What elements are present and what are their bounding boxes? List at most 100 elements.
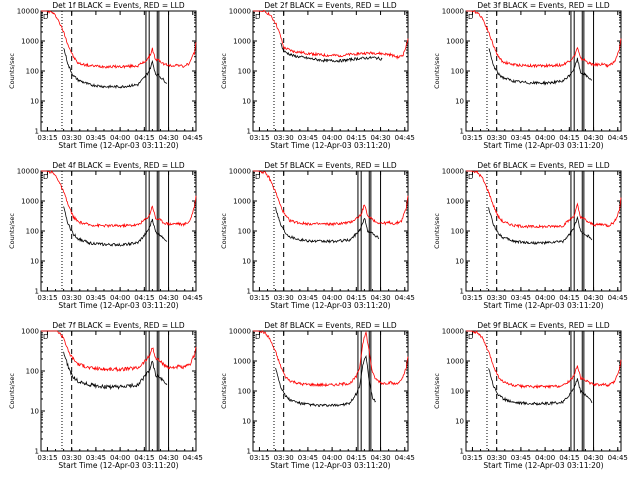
y-tick-label: 1 [460, 288, 464, 296]
y-tick-label: 1000 [21, 38, 39, 46]
x-tick-label: 04:45 [395, 134, 415, 142]
x-tick-label: 03:15 [462, 294, 482, 302]
x-tick-label: 04:45 [608, 454, 628, 462]
panel-title: Det 2f BLACK = Events, RED = LLD [264, 1, 397, 10]
panel-det-4f: Det 4f BLACK = Events, RED = LLD 1 10 100 10… [8, 161, 203, 310]
y-tick-label: 10 [30, 98, 39, 106]
x-tick-label: 04:00 [535, 294, 555, 302]
x-tick-label: 03:30 [487, 134, 507, 142]
panel-det-8f: Det 8f BLACK = Events, RED = LLD 1 10 100 10… [220, 321, 415, 470]
panel-corner-tag: D [43, 333, 48, 341]
x-tick-label: 04:30 [370, 454, 390, 462]
x-tick-label: 03:45 [511, 134, 531, 142]
y-tick-label: 10000 [229, 328, 251, 336]
panel-det-9f: Det 9f BLACK = Events, RED = LLD 1 10 100 10… [433, 321, 628, 470]
y-tick-label: 1000 [233, 198, 251, 206]
x-tick-label: 04:30 [158, 294, 178, 302]
panel-corner-tag: D [255, 13, 260, 21]
x-tick-label: 03:45 [298, 294, 318, 302]
events-series-line [488, 207, 593, 246]
x-axis-label: Start Time (12-Apr-03 03:11:20) [483, 141, 603, 150]
x-tick-label: 04:45 [395, 294, 415, 302]
events-series-line [63, 206, 168, 247]
x-axis-label: Start Time (12-Apr-03 03:11:20) [58, 301, 178, 310]
y-tick-label: 1 [460, 448, 464, 456]
lld-series-line [253, 330, 409, 388]
y-axis-label: Counts/sec [433, 53, 441, 89]
lld-series-line [466, 10, 622, 69]
panel-corner-tag: D [255, 173, 260, 181]
x-tick-label: 04:00 [535, 134, 555, 142]
y-tick-label: 100 [238, 388, 251, 396]
x-tick-label: 04:00 [110, 134, 130, 142]
events-series-line [63, 351, 168, 391]
x-tick-label: 04:15 [346, 294, 366, 302]
x-tick-label: 03:30 [274, 294, 294, 302]
x-tick-label: 04:30 [158, 454, 178, 462]
x-axis-label: Start Time (12-Apr-03 03:11:20) [483, 301, 603, 310]
x-tick-label: 03:30 [487, 454, 507, 462]
y-tick-label: 1000 [233, 358, 251, 366]
y-tick-label: 1 [35, 448, 39, 456]
y-tick-label: 100 [451, 68, 464, 76]
panel-title: Det 6f BLACK = Events, RED = LLD [477, 161, 610, 170]
y-tick-label: 1 [247, 128, 251, 136]
y-tick-label: 10 [242, 98, 251, 106]
x-tick-label: 04:45 [183, 294, 203, 302]
plot-frame [40, 10, 197, 132]
events-series-line [488, 48, 592, 86]
y-tick-label: 1 [247, 448, 251, 456]
panel-title: Det 8f BLACK = Events, RED = LLD [264, 321, 397, 330]
events-series-line [275, 206, 380, 244]
panel-title: Det 7f BLACK = Events, RED = LLD [52, 321, 185, 330]
x-tick-label: 03:15 [37, 294, 57, 302]
x-tick-label: 04:30 [583, 454, 603, 462]
x-tick-label: 04:00 [110, 294, 130, 302]
y-axis-label: Counts/sec [8, 53, 16, 89]
plot-frame [40, 330, 197, 452]
y-tick-label: 1 [247, 288, 251, 296]
x-axis-label: Start Time (12-Apr-03 03:11:20) [270, 301, 390, 310]
y-tick-label: 10000 [229, 8, 251, 16]
y-tick-label: 10 [455, 98, 464, 106]
panel-title: Det 1f BLACK = Events, RED = LLD [52, 1, 185, 10]
events-series-line [63, 47, 168, 90]
lld-series-line [41, 170, 197, 229]
x-tick-label: 04:00 [322, 294, 342, 302]
x-tick-label: 03:15 [462, 134, 482, 142]
panel-det-2f: Det 2f BLACK = Events, RED = LLD 1 10 100 10… [220, 1, 415, 150]
x-tick-label: 04:15 [559, 454, 579, 462]
x-tick-label: 04:15 [346, 134, 366, 142]
panel-det-7f: Det 7f BLACK = Events, RED = LLD 1 10 100 10… [8, 321, 203, 470]
panel-title: Det 3f BLACK = Events, RED = LLD [477, 1, 610, 10]
x-axis-label: Start Time (12-Apr-03 03:11:20) [270, 141, 390, 150]
plot-frame [465, 170, 622, 292]
plot-frame [252, 330, 409, 452]
x-tick-label: 03:15 [249, 454, 269, 462]
x-tick-label: 04:45 [395, 454, 415, 462]
plot-frame [252, 170, 409, 292]
y-axis-label: Counts/sec [433, 373, 441, 409]
y-tick-label: 100 [26, 368, 39, 376]
x-tick-label: 04:30 [583, 294, 603, 302]
x-axis-label: Start Time (12-Apr-03 03:11:20) [58, 461, 178, 470]
x-tick-label: 03:15 [37, 134, 57, 142]
x-tick-label: 04:15 [559, 294, 579, 302]
panel-corner-tag: D [43, 173, 48, 181]
y-tick-label: 1 [460, 128, 464, 136]
x-tick-label: 03:45 [86, 454, 106, 462]
panel-title: Det 5f BLACK = Events, RED = LLD [264, 161, 397, 170]
y-tick-label: 1000 [446, 38, 464, 46]
x-tick-label: 03:30 [274, 134, 294, 142]
y-tick-label: 10 [242, 418, 251, 426]
lld-series-line [466, 330, 622, 390]
panel-corner-tag: D [468, 333, 473, 341]
panel-det-1f: Det 1f BLACK = Events, RED = LLD 1 10 100 10… [8, 1, 203, 150]
lld-series-line [41, 330, 197, 373]
y-tick-label: 1000 [21, 328, 39, 336]
panel-corner-tag: D [468, 13, 473, 21]
x-tick-label: 03:45 [511, 294, 531, 302]
x-tick-label: 04:00 [535, 454, 555, 462]
y-tick-label: 10000 [17, 8, 39, 16]
x-tick-label: 03:45 [86, 134, 106, 142]
